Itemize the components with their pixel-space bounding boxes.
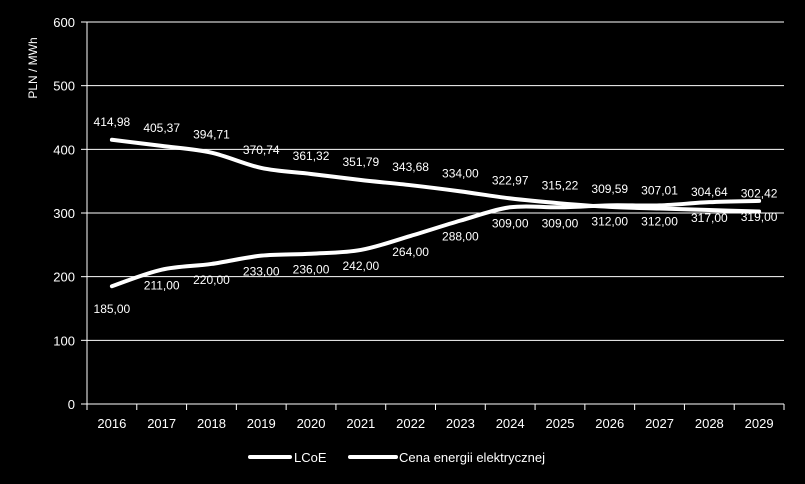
data-label: 343,68 — [392, 160, 429, 174]
x-tick-label: 2019 — [247, 416, 276, 431]
data-label: 309,00 — [542, 216, 579, 230]
axes — [81, 21, 785, 410]
x-tick-label: 2027 — [645, 416, 674, 431]
data-label: 319,00 — [741, 210, 778, 224]
series-lines — [109, 137, 762, 289]
x-tick-label: 2025 — [546, 416, 575, 431]
data-label: 394,71 — [193, 128, 230, 142]
y-tick-label: 400 — [53, 142, 75, 157]
data-label: 370,74 — [243, 143, 280, 157]
y-tick-labels: 0 100 200 300 400 500 600 — [53, 15, 75, 412]
data-label: 211,00 — [144, 279, 180, 293]
y-axis-label: PLN / MWh — [26, 37, 40, 98]
data-label: 405,37 — [143, 121, 180, 135]
data-label: 220,00 — [193, 273, 230, 287]
data-label: 242,00 — [342, 259, 379, 273]
y-tick-label: 0 — [68, 397, 75, 412]
x-tick-label: 2017 — [147, 416, 176, 431]
x-tick-label: 2026 — [595, 416, 624, 431]
data-label: 309,59 — [591, 182, 628, 196]
data-label: 309,00 — [492, 216, 529, 230]
data-label: 288,00 — [442, 230, 479, 244]
y-tick-label: 600 — [53, 15, 75, 30]
data-label: 315,22 — [542, 178, 579, 192]
data-label: 414,98 — [94, 115, 131, 129]
data-label: 351,79 — [342, 155, 379, 169]
x-tick-label: 2020 — [297, 416, 326, 431]
data-label: 236,00 — [293, 263, 330, 277]
series-line-lcoe — [109, 137, 762, 214]
x-tick-label: 2016 — [97, 416, 126, 431]
data-label: 185,00 — [94, 302, 131, 316]
gridlines — [87, 21, 784, 341]
data-label: 312,00 — [641, 214, 678, 228]
y-tick-label: 300 — [53, 206, 75, 221]
x-tick-labels: 2016 2017 2018 2019 2020 2021 2022 2023 2024 2025… — [97, 416, 773, 431]
x-tick-label: 2021 — [346, 416, 375, 431]
data-label: 264,00 — [392, 245, 429, 259]
series-line-cena-energii — [109, 198, 762, 289]
data-label: 334,00 — [442, 166, 479, 180]
data-label: 307,01 — [641, 184, 678, 198]
x-tick-label: 2018 — [197, 416, 226, 431]
data-label: 233,00 — [243, 265, 280, 279]
x-tick-label: 2022 — [396, 416, 425, 431]
legend: LCoE Cena energii elektrycznej — [248, 450, 545, 465]
y-tick-label: 500 — [53, 79, 75, 94]
data-label: 322,97 — [492, 173, 529, 187]
x-tick-label: 2029 — [745, 416, 774, 431]
x-tick-label: 2024 — [496, 416, 525, 431]
data-label: 302,42 — [741, 186, 778, 200]
data-label: 312,00 — [591, 214, 628, 228]
y-tick-label: 100 — [53, 333, 75, 348]
x-tick-label: 2028 — [695, 416, 724, 431]
y-tick-label: 200 — [53, 270, 75, 285]
legend-label-cena-energii: Cena energii elektrycznej — [399, 450, 545, 465]
data-labels: 414,98 405,37 394,71 370,74 361,32 351,79 343,… — [94, 115, 778, 316]
data-label: 317,00 — [691, 211, 728, 225]
data-label: 304,64 — [691, 185, 728, 199]
legend-label-lcoe: LCoE — [294, 450, 327, 465]
data-label: 361,32 — [293, 149, 330, 163]
x-tick-label: 2023 — [446, 416, 475, 431]
